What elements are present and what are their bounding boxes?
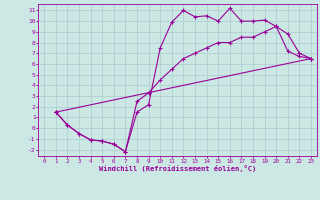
X-axis label: Windchill (Refroidissement éolien,°C): Windchill (Refroidissement éolien,°C) xyxy=(99,165,256,172)
